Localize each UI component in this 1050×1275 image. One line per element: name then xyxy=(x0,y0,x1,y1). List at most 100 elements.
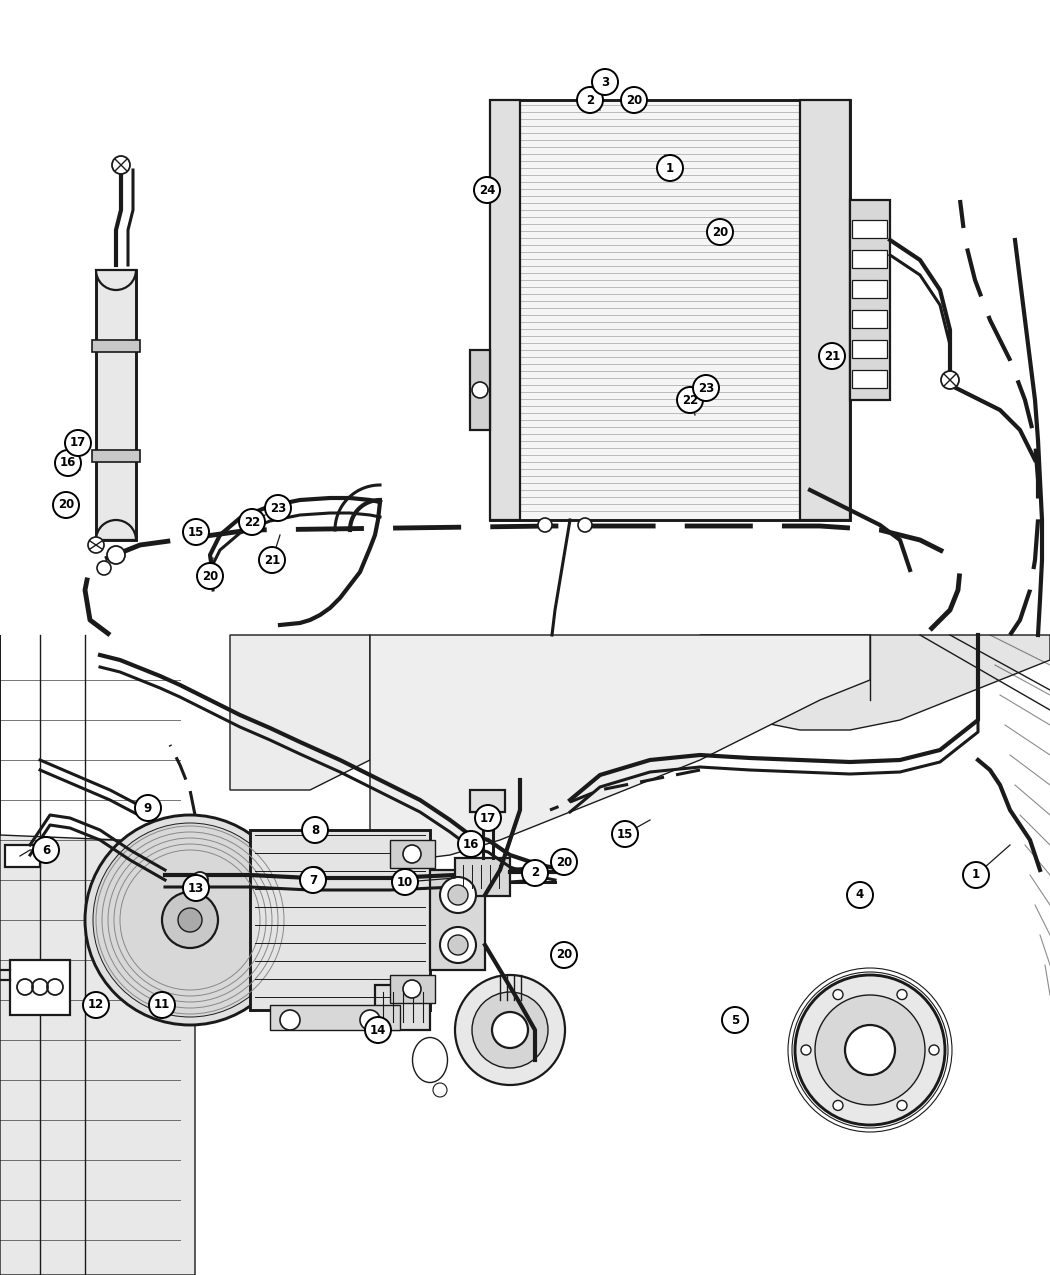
Circle shape xyxy=(847,882,873,908)
Circle shape xyxy=(897,989,907,1000)
Text: 5: 5 xyxy=(731,1014,739,1026)
Circle shape xyxy=(711,223,729,241)
Bar xyxy=(850,200,890,400)
Bar xyxy=(96,270,136,541)
Bar xyxy=(470,351,490,430)
Circle shape xyxy=(192,872,208,887)
Circle shape xyxy=(280,1010,300,1030)
Circle shape xyxy=(300,867,326,892)
Circle shape xyxy=(556,852,573,868)
Text: 20: 20 xyxy=(712,226,728,238)
Text: 15: 15 xyxy=(616,827,633,840)
Circle shape xyxy=(801,1046,811,1054)
Circle shape xyxy=(475,805,501,831)
Bar xyxy=(390,975,435,1003)
Text: 16: 16 xyxy=(463,838,479,850)
Text: 12: 12 xyxy=(88,998,104,1011)
Polygon shape xyxy=(700,635,1050,731)
Bar xyxy=(430,870,485,970)
Text: 17: 17 xyxy=(70,436,86,450)
Text: 14: 14 xyxy=(370,1024,386,1037)
Circle shape xyxy=(795,975,945,1125)
Circle shape xyxy=(526,866,544,884)
Bar xyxy=(490,99,850,520)
Bar xyxy=(852,221,887,238)
Circle shape xyxy=(551,849,578,875)
Text: 4: 4 xyxy=(856,889,864,901)
Circle shape xyxy=(149,992,175,1017)
Circle shape xyxy=(621,87,647,113)
Circle shape xyxy=(448,935,468,955)
Circle shape xyxy=(440,877,476,913)
Bar xyxy=(10,960,70,1015)
Circle shape xyxy=(833,989,843,1000)
Circle shape xyxy=(941,371,959,389)
Circle shape xyxy=(472,992,548,1068)
Circle shape xyxy=(93,822,287,1017)
Circle shape xyxy=(722,1007,748,1033)
Circle shape xyxy=(85,815,295,1025)
Circle shape xyxy=(360,1010,380,1030)
Text: 20: 20 xyxy=(555,856,572,868)
Text: 6: 6 xyxy=(42,844,50,857)
Circle shape xyxy=(403,980,421,998)
Bar xyxy=(375,986,430,1030)
Circle shape xyxy=(819,343,845,368)
Circle shape xyxy=(304,867,326,887)
Circle shape xyxy=(492,1012,528,1048)
Bar xyxy=(390,840,435,868)
Circle shape xyxy=(178,908,202,932)
Circle shape xyxy=(55,450,81,476)
Text: 22: 22 xyxy=(244,515,260,529)
Circle shape xyxy=(162,892,218,949)
Circle shape xyxy=(538,518,552,532)
Circle shape xyxy=(929,1046,939,1054)
Bar xyxy=(92,340,140,352)
Bar xyxy=(852,340,887,358)
Bar xyxy=(250,830,430,1010)
Bar xyxy=(852,250,887,268)
Bar xyxy=(0,0,1050,635)
Text: 20: 20 xyxy=(58,499,75,511)
Circle shape xyxy=(83,992,109,1017)
Circle shape xyxy=(239,509,265,536)
Circle shape xyxy=(625,91,643,108)
Text: 13: 13 xyxy=(188,881,204,895)
Circle shape xyxy=(259,547,285,572)
Circle shape xyxy=(474,177,500,203)
Circle shape xyxy=(551,942,578,968)
Text: 2: 2 xyxy=(531,867,539,880)
Bar xyxy=(5,845,40,867)
Text: 21: 21 xyxy=(824,349,840,362)
Circle shape xyxy=(472,382,488,398)
Bar xyxy=(800,99,851,520)
Text: 9: 9 xyxy=(144,802,152,815)
Circle shape xyxy=(88,537,104,553)
Bar xyxy=(852,280,887,298)
Circle shape xyxy=(845,1025,895,1075)
Polygon shape xyxy=(0,635,195,1275)
Circle shape xyxy=(833,1100,843,1111)
Circle shape xyxy=(657,156,682,181)
Text: 11: 11 xyxy=(154,998,170,1011)
Circle shape xyxy=(392,870,418,895)
Bar xyxy=(490,99,520,520)
Circle shape xyxy=(135,796,161,821)
Circle shape xyxy=(603,75,617,89)
Circle shape xyxy=(612,821,638,847)
Text: 23: 23 xyxy=(270,501,286,515)
Text: 22: 22 xyxy=(681,394,698,407)
Text: 20: 20 xyxy=(626,93,643,107)
Wedge shape xyxy=(96,270,136,289)
Circle shape xyxy=(52,492,79,518)
Text: 24: 24 xyxy=(479,184,496,196)
Circle shape xyxy=(462,834,480,852)
Circle shape xyxy=(458,831,484,857)
Circle shape xyxy=(365,1017,391,1043)
Text: 21: 21 xyxy=(264,553,280,566)
Circle shape xyxy=(183,519,209,544)
Circle shape xyxy=(112,156,130,173)
Text: 3: 3 xyxy=(601,75,609,88)
Text: 16: 16 xyxy=(60,456,77,469)
Text: 15: 15 xyxy=(188,525,204,538)
